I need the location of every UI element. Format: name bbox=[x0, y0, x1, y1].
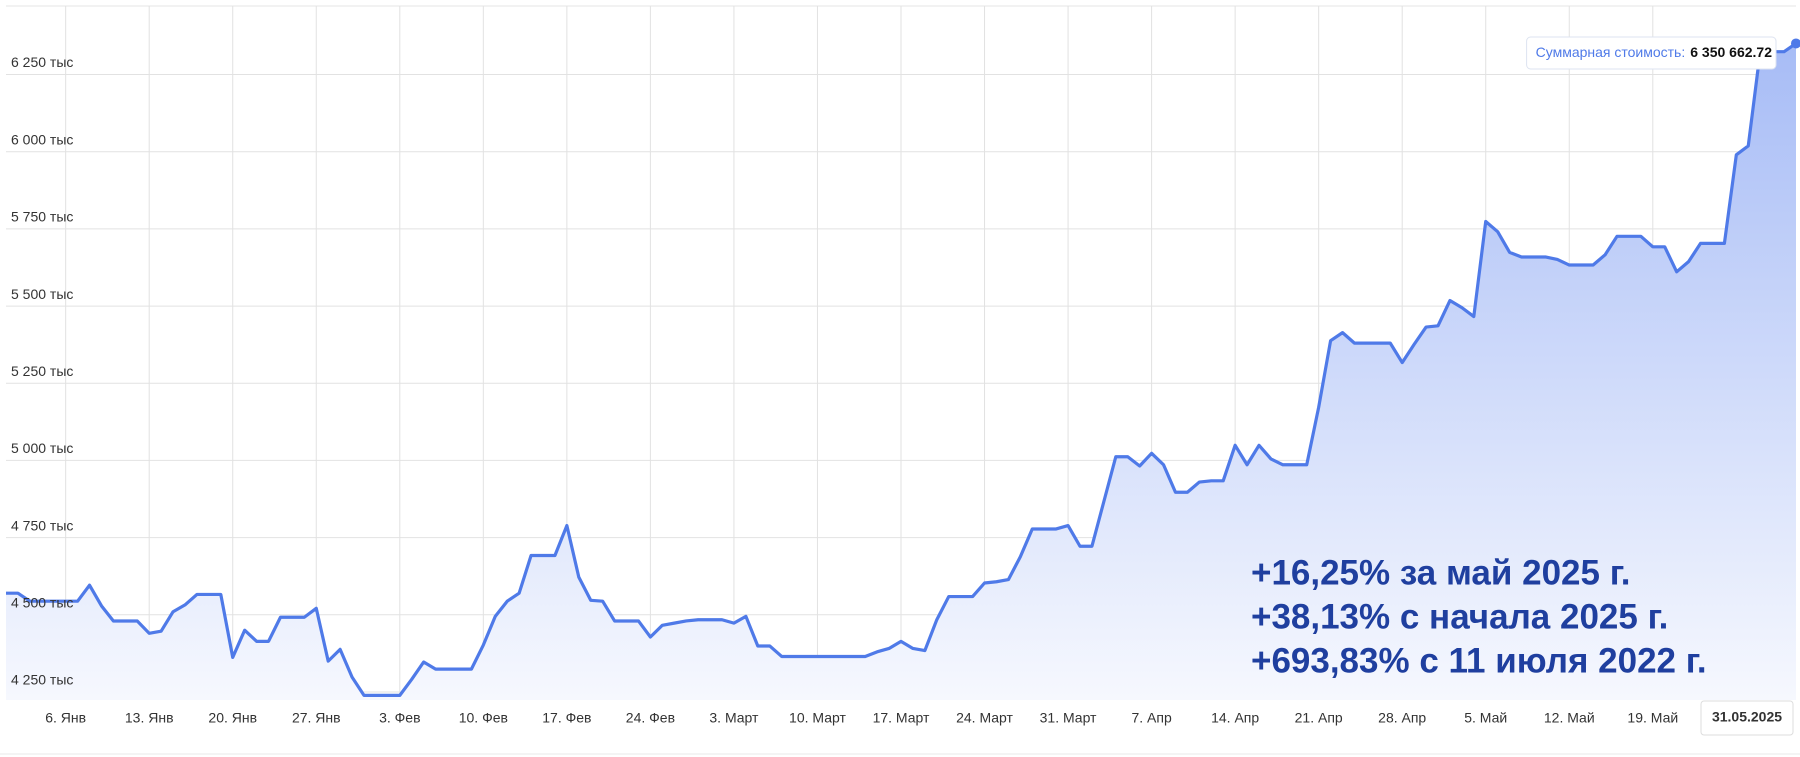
y-tick-label: 5 500 тыс bbox=[11, 286, 73, 302]
annotation: +693,83% с 11 июля 2022 г. bbox=[1251, 641, 1707, 680]
current-date-box bbox=[1700, 700, 1794, 736]
y-tick-label: 5 000 тыс bbox=[11, 440, 73, 456]
x-tick-label: 10. Март bbox=[789, 710, 846, 726]
x-tick-label: 28. Апр bbox=[1378, 710, 1426, 726]
x-tick-label: 24. Фев bbox=[626, 710, 675, 726]
tooltip-value: 6 350 662.72 bbox=[1690, 44, 1772, 60]
y-tick-label: 4 750 тыс bbox=[11, 517, 73, 533]
x-tick-label: 10. Фев bbox=[459, 710, 508, 726]
y-tick-label: 6 250 тыс bbox=[11, 54, 73, 70]
x-tick-label: 24. Март bbox=[956, 710, 1013, 726]
x-tick-label: 31. Март bbox=[1040, 710, 1097, 726]
x-tick-label: 13. Янв bbox=[125, 710, 174, 726]
x-tick-label: 27. Янв bbox=[292, 710, 341, 726]
y-tick-label: 5 750 тыс bbox=[11, 209, 73, 225]
x-tick-label: 6. Янв bbox=[45, 710, 86, 726]
y-tick-label: 4 500 тыс bbox=[11, 594, 73, 610]
x-tick-label: 19. Май bbox=[1627, 710, 1678, 726]
annotation: +16,25% за май 2025 г. bbox=[1251, 553, 1631, 592]
x-tick-label: 12. Май bbox=[1544, 710, 1595, 726]
tooltip: Суммарная стоимость: 6 350 662.72 bbox=[1536, 44, 1773, 60]
tooltip-box bbox=[1526, 36, 1777, 70]
y-tick-label: 4 250 тыс bbox=[11, 672, 73, 688]
y-tick-label: 6 000 тыс bbox=[11, 131, 73, 147]
x-tick-label: 7. Апр bbox=[1131, 710, 1171, 726]
x-tick-label: 5. Май bbox=[1464, 710, 1507, 726]
line bbox=[6, 42, 1797, 697]
last-point bbox=[1791, 38, 1800, 49]
x-tick-label: 21. Апр bbox=[1295, 710, 1343, 726]
annotation: +38,13% с начала 2025 г. bbox=[1251, 597, 1668, 636]
area-fill bbox=[6, 43, 1796, 700]
current-date-label: 31.05.2025 bbox=[1712, 709, 1782, 725]
x-tick-label: 20. Янв bbox=[208, 710, 257, 726]
x-tick-label: 3. Фев bbox=[379, 710, 420, 726]
x-tick-label: 17. Март bbox=[873, 710, 930, 726]
x-tick-label: 17. Фев bbox=[542, 710, 591, 726]
tooltip-label: Суммарная стоимость: bbox=[1536, 44, 1686, 60]
x-tick-label: 14. Апр bbox=[1211, 710, 1259, 726]
y-tick-label: 5 250 тыс bbox=[11, 363, 73, 379]
x-tick-label: 3. Март bbox=[709, 710, 759, 726]
